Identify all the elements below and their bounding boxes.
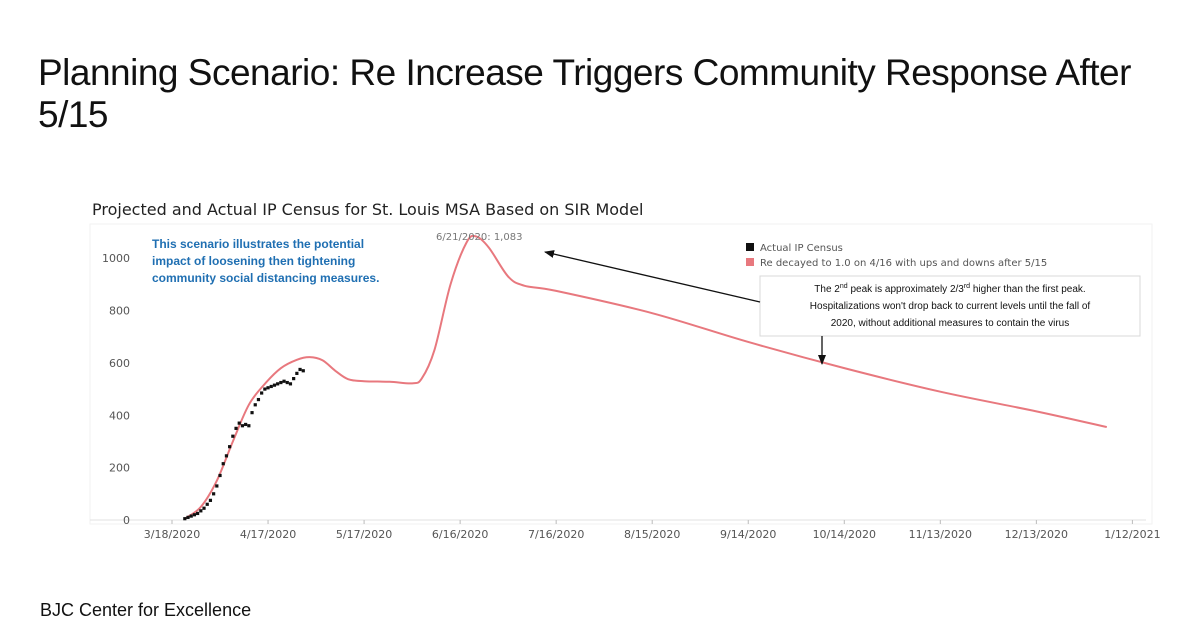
actual-census-point-24 (260, 391, 264, 395)
actual-census-point-37 (301, 369, 305, 373)
x-tick-label-9: 12/13/2020 (1005, 528, 1068, 541)
slide-title: Planning Scenario: Re Increase Triggers … (38, 52, 1188, 136)
actual-census-point-31 (282, 379, 286, 383)
actual-census-point-5 (199, 509, 203, 513)
y-tick-label-1: 200 (109, 462, 130, 475)
actual-census-point-34 (292, 377, 296, 381)
actual-census-point-1 (186, 515, 190, 519)
callout-arrow-peak (544, 250, 761, 303)
y-tick-label-4: 800 (109, 305, 130, 318)
peak-label: 6/21/2020: 1,083 (436, 232, 522, 243)
chart-title: Projected and Actual IP Census for St. L… (92, 200, 644, 219)
y-tick-label-0: 0 (123, 514, 130, 527)
actual-census-point-16 (234, 426, 238, 430)
slide-title-lead: Planning Scenario: (38, 52, 340, 93)
annotations: 6/21/2020: 1,083 This scenario illustrate… (152, 232, 1141, 365)
actual-census-point-19 (244, 422, 248, 427)
actual-census-point-22 (253, 403, 257, 407)
actual-census-point-17 (237, 421, 241, 425)
series-layer (183, 234, 1108, 521)
actual-census-point-29 (276, 382, 280, 386)
actual-census-point-33 (288, 382, 293, 386)
actual-census-point-4 (196, 511, 200, 516)
actual-census-point-20 (247, 424, 251, 428)
actual-census-point-26 (266, 386, 270, 390)
x-tick-label-0: 3/18/2020 (144, 528, 200, 541)
plot-frame (89, 223, 1153, 525)
x-tick-label-2: 5/17/2020 (336, 528, 392, 541)
series-line-projected (184, 234, 1108, 520)
actual-census-point-3 (192, 513, 197, 517)
plot-area (89, 223, 1153, 525)
actual-census-point-8 (208, 498, 213, 502)
callout-box (759, 275, 1141, 337)
x-tick-label-4: 7/16/2020 (528, 528, 584, 541)
actual-census-point-35 (295, 371, 299, 375)
y-tick-label-5: 1000 (102, 252, 130, 265)
x-tick-label-6: 9/14/2020 (720, 528, 776, 541)
actual-census-point-7 (205, 502, 209, 506)
actual-census-point-32 (285, 380, 289, 385)
actual-census-point-30 (279, 380, 283, 385)
actual-census-point-0 (183, 517, 187, 521)
legend: Actual IP Census Re decayed to 1.0 on 4/1… (746, 243, 1047, 269)
x-tick-label-3: 6/16/2020 (432, 528, 488, 541)
actual-census-point-27 (269, 384, 273, 389)
legend-swatch-0 (746, 243, 754, 251)
actual-census-point-25 (263, 387, 267, 391)
actual-census-point-36 (298, 367, 302, 372)
scenario-note-line-1: impact of loosening then tightening (152, 254, 355, 268)
callout-line-3: 2020, without additional measures to con… (831, 318, 1069, 329)
actual-census-point-9 (212, 492, 216, 496)
x-tick-label-5: 8/15/2020 (624, 528, 680, 541)
scenario-note-line-0: This scenario illustrates the potential (152, 237, 364, 251)
slide-title-rest: Re Increase Triggers Community Response … (38, 52, 1131, 135)
legend-label-0: Actual IP Census (760, 243, 843, 254)
actual-census-point-23 (256, 397, 261, 402)
x-tick-label-1: 4/17/2020 (240, 528, 296, 541)
callout-line-1: The 2nd peak is approximately 2/3rd high… (814, 283, 1085, 295)
actual-census-point-10 (215, 484, 219, 488)
y-tick-label-3: 600 (109, 357, 130, 370)
y-tick-label-2: 400 (109, 409, 130, 422)
actual-census-point-11 (218, 473, 222, 478)
axes: 0 200 400 600 800 1000 3/18/2020 4/17/2020 5/17/… (90, 252, 1161, 541)
actual-census-point-14 (228, 445, 232, 449)
callout-line-2: Hospitalizations won't drop back to curr… (810, 301, 1091, 312)
actual-census-point-6 (202, 506, 206, 510)
legend-label-1: Re decayed to 1.0 on 4/16 with ups and d… (760, 258, 1047, 269)
x-tick-label-10: 1/12/2021 (1104, 528, 1160, 541)
footer-text: BJC Center for Excellence (40, 600, 252, 620)
actual-census-point-2 (189, 514, 193, 518)
actual-census-point-18 (240, 424, 245, 428)
x-tick-label-7: 10/14/2020 (813, 528, 876, 541)
legend-swatch-1 (746, 258, 754, 266)
actual-census-point-28 (272, 383, 277, 387)
actual-census-point-15 (231, 434, 235, 438)
actual-census-point-21 (250, 411, 254, 415)
scenario-note-line-2: community social distancing measures. (152, 271, 379, 285)
actual-census-point-13 (224, 454, 229, 458)
x-tick-label-8: 11/13/2020 (909, 528, 972, 541)
actual-census-point-12 (221, 462, 225, 466)
